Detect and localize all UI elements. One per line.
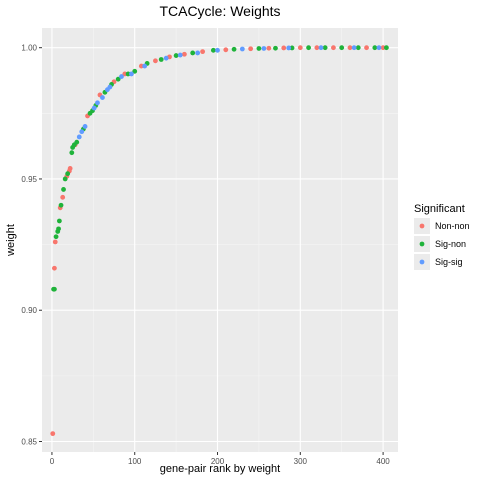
data-point: [364, 45, 369, 50]
legend-marker: [420, 260, 425, 265]
legend-marker: [420, 242, 425, 247]
data-point: [100, 95, 105, 100]
data-point: [215, 48, 220, 53]
data-point: [323, 45, 328, 50]
data-point: [60, 195, 65, 200]
data-point: [107, 85, 112, 90]
data-point: [142, 64, 147, 69]
plot-panel: [42, 28, 398, 452]
x-tick-label: 100: [128, 457, 142, 466]
data-point: [331, 45, 336, 50]
data-point: [174, 53, 179, 58]
data-point: [223, 47, 228, 52]
x-tick-label: 400: [376, 457, 390, 466]
x-tick-label: 300: [294, 457, 308, 466]
data-point: [195, 51, 200, 56]
data-point: [257, 46, 262, 51]
data-point: [339, 45, 344, 50]
data-point: [372, 45, 377, 50]
data-point: [164, 56, 169, 61]
data-point: [92, 106, 97, 111]
data-point: [356, 45, 361, 50]
data-point: [83, 124, 88, 129]
data-point: [190, 51, 195, 56]
data-point: [129, 72, 134, 77]
data-point: [59, 203, 64, 208]
data-point: [298, 45, 303, 50]
data-point: [63, 177, 68, 182]
x-axis-label: gene-pair rank by weight: [160, 463, 280, 475]
data-point: [77, 135, 82, 140]
data-point: [211, 48, 216, 53]
y-axis: 0.85 0.90 0.95 1.00: [21, 44, 42, 447]
data-point: [200, 49, 205, 54]
data-point: [50, 431, 55, 436]
y-tick-label: 0.90: [21, 306, 37, 315]
data-point: [352, 45, 357, 50]
data-point: [281, 46, 286, 51]
y-tick-label: 0.95: [21, 175, 37, 184]
data-point: [286, 46, 291, 51]
legend-label: Sig-sig: [435, 257, 463, 267]
data-point: [348, 45, 353, 50]
data-point: [56, 226, 61, 231]
data-point: [153, 58, 158, 63]
legend-entries: Non-non Sig-non Sig-sig: [414, 218, 470, 270]
data-point: [61, 187, 66, 192]
y-axis-label: weight: [5, 224, 17, 257]
y-tick-label: 0.85: [21, 437, 37, 446]
data-point: [69, 150, 74, 155]
data-point: [178, 53, 183, 58]
y-tick-label: 1.00: [21, 44, 37, 53]
data-point: [52, 287, 57, 292]
data-point: [182, 52, 187, 57]
data-point: [377, 45, 382, 50]
data-point: [74, 140, 79, 145]
data-point: [54, 234, 59, 239]
legend-marker: [420, 224, 425, 229]
data-point: [53, 240, 58, 245]
data-point: [248, 46, 253, 51]
data-point: [68, 166, 73, 171]
data-point: [314, 45, 319, 50]
chart-title: TCACycle: Weights: [159, 3, 280, 19]
data-point: [232, 47, 237, 52]
data-point: [261, 46, 266, 51]
legend: Significant Non-non Sig-non Sig-sig: [414, 203, 470, 270]
legend-title: Significant: [414, 203, 465, 215]
x-tick-label: 0: [50, 457, 55, 466]
data-point: [65, 171, 70, 176]
data-point: [119, 74, 124, 79]
data-point: [240, 47, 245, 52]
data-point: [57, 219, 62, 224]
data-point: [79, 129, 84, 134]
data-point: [384, 45, 389, 50]
legend-label: Sig-non: [435, 239, 466, 249]
data-point: [319, 45, 324, 50]
data-point: [95, 100, 100, 105]
data-point: [266, 46, 271, 51]
data-point: [306, 45, 311, 50]
data-point: [52, 266, 57, 271]
legend-label: Non-non: [435, 221, 470, 231]
data-point: [273, 46, 278, 51]
data-point: [159, 57, 164, 62]
